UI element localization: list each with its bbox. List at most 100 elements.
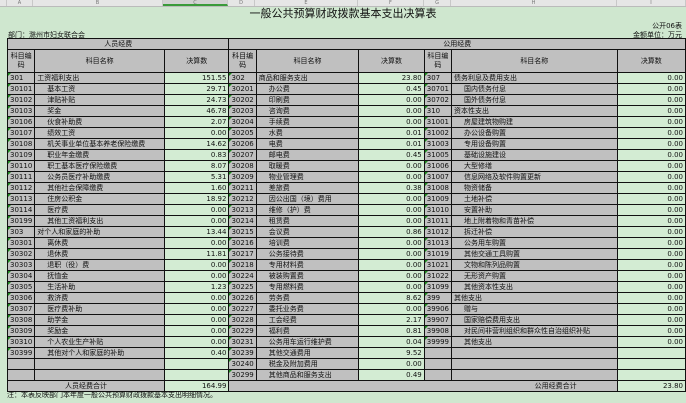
public-b-amount-cell[interactable]: 0.00 — [616, 226, 686, 238]
personnel-code-cell[interactable]: 30107 — [6, 127, 36, 139]
public-b-amount-cell[interactable]: 0.00 — [616, 193, 686, 205]
personnel-name-cell[interactable]: 津贴补贴 — [34, 94, 166, 106]
header-code[interactable]: 科目编码 — [228, 49, 257, 73]
header-name[interactable]: 科目名称 — [255, 49, 360, 73]
public-a-amount-cell[interactable]: 0.01 — [358, 138, 425, 150]
public-b-name-cell[interactable]: 基础设施建设 — [451, 149, 618, 161]
public-b-name-cell[interactable]: 专用设备购置 — [451, 138, 618, 150]
personnel-amount-cell[interactable]: 11.81 — [164, 248, 230, 260]
public-a-name-cell[interactable]: 差旅费 — [255, 182, 360, 194]
personnel-code-cell[interactable]: 30110 — [6, 160, 36, 172]
public-b-code-cell[interactable]: 31001 — [423, 116, 453, 128]
personnel-code-cell[interactable]: 30102 — [6, 94, 36, 106]
personnel-name-cell[interactable]: 抚恤金 — [34, 270, 166, 282]
personnel-code-cell[interactable] — [6, 369, 36, 381]
public-a-name-cell[interactable]: 被装购置费 — [255, 270, 360, 282]
public-a-code-cell[interactable]: 30217 — [228, 248, 257, 260]
public-a-name-cell[interactable]: 公务用车运行维护费 — [255, 336, 360, 348]
public-a-code-cell[interactable]: 30215 — [228, 226, 257, 238]
public-a-code-cell[interactable]: 30229 — [228, 325, 257, 337]
personnel-name-cell[interactable]: 基本工资 — [34, 83, 166, 95]
public-b-code-cell[interactable]: 30702 — [423, 94, 453, 106]
personnel-name-cell[interactable]: 住房公积金 — [34, 193, 166, 205]
public-b-name-cell[interactable]: 拆迁补偿 — [451, 226, 618, 238]
personnel-code-cell[interactable]: 303 — [6, 226, 36, 238]
public-a-code-cell[interactable]: 30216 — [228, 237, 257, 249]
personnel-name-cell[interactable]: 对个人和家庭的补助 — [34, 226, 166, 238]
public-a-amount-cell[interactable]: 0.81 — [358, 325, 425, 337]
public-b-amount-cell[interactable]: 0.00 — [616, 270, 686, 282]
public-b-code-cell[interactable]: 39906 — [423, 303, 453, 315]
personnel-amount-cell[interactable]: 14.62 — [164, 138, 230, 150]
personnel-code-cell[interactable]: 30302 — [6, 248, 36, 260]
personnel-code-cell[interactable]: 30101 — [6, 83, 36, 95]
public-b-name-cell[interactable] — [451, 347, 618, 359]
header-name[interactable]: 科目名称 — [34, 49, 166, 73]
personnel-code-cell[interactable]: 30109 — [6, 149, 36, 161]
public-a-amount-cell[interactable]: 0.49 — [358, 369, 425, 381]
personnel-code-cell[interactable]: 30199 — [6, 215, 36, 227]
personnel-amount-cell[interactable]: 24.73 — [164, 94, 230, 106]
public-a-name-cell[interactable]: 商品和服务支出 — [255, 72, 360, 84]
personnel-code-cell[interactable]: 30114 — [6, 204, 36, 216]
public-b-name-cell[interactable]: 土地补偿 — [451, 193, 618, 205]
public-a-name-cell[interactable]: 其他商品和服务支出 — [255, 369, 360, 381]
public-a-name-cell[interactable]: 维修（护）费 — [255, 204, 360, 216]
public-a-code-cell[interactable]: 30203 — [228, 105, 257, 117]
public-a-name-cell[interactable]: 物业管理费 — [255, 171, 360, 183]
personnel-total-label[interactable]: 人员经费合计 — [6, 380, 166, 392]
public-b-code-cell[interactable]: 31002 — [423, 127, 453, 139]
personnel-name-cell[interactable]: 其他工资福利支出 — [34, 215, 166, 227]
public-a-name-cell[interactable]: 水费 — [255, 127, 360, 139]
public-a-name-cell[interactable]: 电费 — [255, 138, 360, 150]
personnel-name-cell[interactable]: 伙食补助费 — [34, 116, 166, 128]
public-a-code-cell[interactable]: 30218 — [228, 259, 257, 271]
public-b-amount-cell[interactable]: 0.00 — [616, 292, 686, 304]
public-b-amount-cell[interactable]: 0.00 — [616, 182, 686, 194]
personnel-amount-cell[interactable]: 0.00 — [164, 215, 230, 227]
personnel-amount-cell[interactable]: 151.55 — [164, 72, 230, 84]
public-a-code-cell[interactable]: 30225 — [228, 281, 257, 293]
personnel-name-cell[interactable]: 医疗费 — [34, 204, 166, 216]
public-b-code-cell[interactable]: 399 — [423, 292, 453, 304]
public-a-name-cell[interactable]: 工会经费 — [255, 314, 360, 326]
personnel-amount-cell[interactable]: 0.83 — [164, 149, 230, 161]
public-a-name-cell[interactable]: 邮电费 — [255, 149, 360, 161]
public-b-code-cell[interactable]: 31003 — [423, 138, 453, 150]
personnel-code-cell[interactable]: 30103 — [6, 105, 36, 117]
public-a-name-cell[interactable]: 办公费 — [255, 83, 360, 95]
public-a-code-cell[interactable]: 30231 — [228, 336, 257, 348]
public-b-amount-cell[interactable]: 0.00 — [616, 149, 686, 161]
personnel-name-cell[interactable]: 职业年金缴费 — [34, 149, 166, 161]
personnel-amount-cell[interactable]: 13.44 — [164, 226, 230, 238]
public-total-amount[interactable]: 23.80 — [616, 380, 686, 392]
public-b-amount-cell[interactable]: 0.00 — [616, 281, 686, 293]
public-b-amount-cell[interactable]: 0.00 — [616, 171, 686, 183]
public-b-code-cell[interactable]: 39999 — [423, 336, 453, 348]
public-b-amount-cell[interactable] — [616, 347, 686, 359]
public-b-name-cell[interactable] — [451, 358, 618, 370]
public-a-code-cell[interactable]: 30227 — [228, 303, 257, 315]
public-b-name-cell[interactable]: 文物和陈列品购置 — [451, 259, 618, 271]
personnel-code-cell[interactable]: 30303 — [6, 259, 36, 271]
public-b-name-cell[interactable]: 其他交通工具购置 — [451, 248, 618, 260]
public-a-name-cell[interactable]: 福利费 — [255, 325, 360, 337]
public-a-code-cell[interactable]: 30240 — [228, 358, 257, 370]
public-a-code-cell[interactable]: 30224 — [228, 270, 257, 282]
personnel-name-cell[interactable]: 退休费 — [34, 248, 166, 260]
personnel-amount-cell[interactable]: 0.00 — [164, 204, 230, 216]
public-a-code-cell[interactable]: 30205 — [228, 127, 257, 139]
public-b-name-cell[interactable]: 安置补助 — [451, 204, 618, 216]
public-b-name-cell[interactable]: 其他资本性支出 — [451, 281, 618, 293]
personnel-name-cell[interactable] — [34, 369, 166, 381]
public-b-name-cell[interactable]: 地上附着物和青苗补偿 — [451, 215, 618, 227]
personnel-code-cell[interactable]: 301 — [6, 72, 36, 84]
public-b-amount-cell[interactable]: 0.00 — [616, 105, 686, 117]
public-b-amount-cell[interactable]: 0.00 — [616, 325, 686, 337]
public-a-code-cell[interactable]: 30208 — [228, 160, 257, 172]
public-a-amount-cell[interactable]: 0.00 — [358, 215, 425, 227]
public-b-name-cell[interactable]: 资本性支出 — [451, 105, 618, 117]
header-name[interactable]: 科目名称 — [451, 49, 618, 73]
public-b-amount-cell[interactable] — [616, 369, 686, 381]
personnel-amount-cell[interactable]: 2.07 — [164, 116, 230, 128]
